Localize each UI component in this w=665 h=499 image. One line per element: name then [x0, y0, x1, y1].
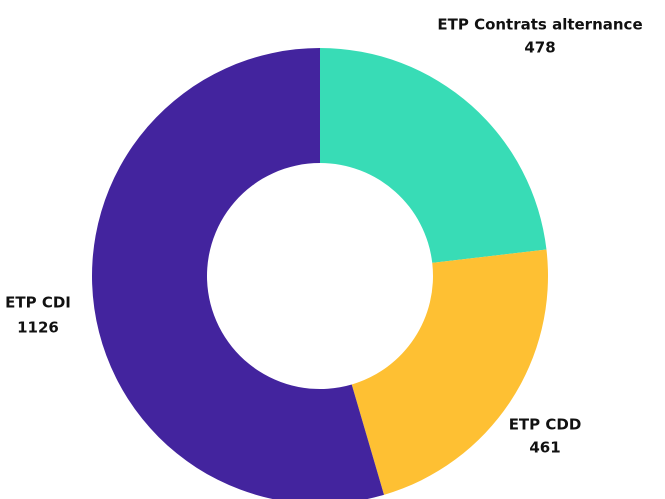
donut-slice [320, 48, 547, 263]
donut-slice [351, 249, 548, 495]
donut-slice [92, 48, 384, 499]
slice-label: ETP CDI [5, 294, 71, 312]
slice-label: ETP Contrats alternance [437, 16, 642, 34]
slice-value: 478 [524, 39, 555, 57]
slice-value: 1126 [17, 319, 59, 337]
slice-value: 461 [529, 439, 560, 457]
slice-label: ETP CDD [509, 416, 582, 434]
